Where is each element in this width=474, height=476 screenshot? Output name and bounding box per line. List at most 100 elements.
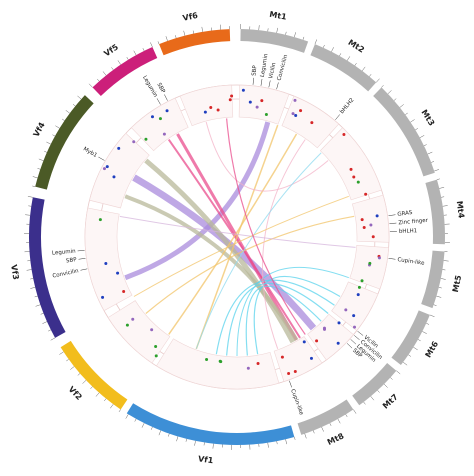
tick xyxy=(353,409,356,413)
segment-label: Vf3 xyxy=(9,264,20,280)
segment-band xyxy=(298,399,354,434)
gene-pointer xyxy=(80,269,87,270)
gene-pointer xyxy=(157,98,161,104)
tick xyxy=(355,63,357,65)
gene-label: bHLH2 xyxy=(339,97,355,115)
tick xyxy=(430,315,435,317)
track-dot xyxy=(299,109,302,112)
track-dot xyxy=(99,218,102,221)
track-dot xyxy=(310,357,313,360)
inner-track xyxy=(90,133,150,208)
segment-band xyxy=(391,310,429,365)
tick xyxy=(422,331,426,333)
tick xyxy=(134,51,136,55)
tick xyxy=(175,35,176,38)
track-dot xyxy=(337,342,340,345)
track-dot xyxy=(247,367,250,370)
tick xyxy=(437,179,440,180)
segment-label: Mt4 xyxy=(455,200,466,219)
tick xyxy=(32,186,35,187)
tick xyxy=(77,96,81,99)
tick xyxy=(39,159,44,161)
segment-band xyxy=(240,29,308,53)
tick xyxy=(428,152,433,154)
tick xyxy=(48,330,51,331)
segment-label: Mt6 xyxy=(424,339,441,359)
tick xyxy=(119,409,121,411)
track-dot xyxy=(132,140,135,143)
segment-band xyxy=(61,341,128,410)
gene-pointer xyxy=(358,331,364,335)
gene-pointer xyxy=(98,157,104,161)
tick xyxy=(294,32,295,37)
gene-label: SBP xyxy=(251,64,258,76)
segment-label: Vf4 xyxy=(32,120,47,138)
track-dot xyxy=(364,193,367,196)
segment-band xyxy=(159,29,230,55)
tick xyxy=(394,99,396,101)
tick xyxy=(347,56,350,60)
track-dot xyxy=(230,94,233,97)
inner-track xyxy=(180,85,233,126)
tick xyxy=(323,45,324,48)
track-dot xyxy=(122,290,125,293)
tick xyxy=(424,145,427,146)
tick xyxy=(338,419,340,423)
tick xyxy=(166,36,168,41)
track-dot xyxy=(154,345,157,348)
tick xyxy=(33,177,38,178)
tick xyxy=(66,359,68,361)
track-dot xyxy=(150,328,153,331)
tick xyxy=(59,352,63,355)
inner-track xyxy=(131,98,188,151)
tick xyxy=(376,79,379,83)
track-dot xyxy=(372,235,375,238)
track-dot xyxy=(303,340,306,343)
inner-track xyxy=(282,96,339,148)
gene-label: bHLH1 xyxy=(399,228,418,235)
track-dot xyxy=(159,117,162,120)
tick xyxy=(439,287,442,288)
tick xyxy=(36,305,41,307)
tick xyxy=(313,431,314,434)
tick xyxy=(213,444,214,449)
gene-label: Myb1 xyxy=(82,146,98,159)
track-dot xyxy=(217,109,220,112)
tick xyxy=(118,60,121,64)
gene-pointer xyxy=(389,223,396,224)
tick xyxy=(400,104,404,107)
tick xyxy=(381,85,383,87)
track-dot xyxy=(342,133,345,136)
track-dot xyxy=(361,279,364,282)
track-dot xyxy=(281,356,284,359)
tick xyxy=(127,57,129,60)
tick xyxy=(441,278,446,279)
segment-label: Vf1 xyxy=(198,454,215,465)
tick xyxy=(193,31,194,34)
tick xyxy=(158,41,159,44)
tick xyxy=(305,434,307,439)
tick xyxy=(434,169,439,171)
tick xyxy=(51,338,55,340)
track-dot xyxy=(357,293,360,296)
tick xyxy=(371,396,374,400)
tick xyxy=(42,322,47,324)
track-dot xyxy=(112,175,115,178)
inner-track xyxy=(320,128,381,200)
track-dot xyxy=(104,262,107,265)
track-dot xyxy=(368,262,371,265)
track-dot xyxy=(249,101,252,104)
tick xyxy=(27,270,32,271)
gene-label: Cupin-like xyxy=(289,388,304,416)
tick xyxy=(426,323,429,324)
segment-label: Vf2 xyxy=(67,385,84,402)
track-dot xyxy=(369,223,372,226)
tick xyxy=(339,53,340,56)
track-dot xyxy=(378,256,381,259)
tick xyxy=(415,128,418,130)
tick xyxy=(410,119,414,122)
gene-pointer xyxy=(78,250,85,251)
track-dot xyxy=(361,218,364,221)
tick xyxy=(28,196,33,197)
gene-label: Legumin xyxy=(52,249,77,257)
